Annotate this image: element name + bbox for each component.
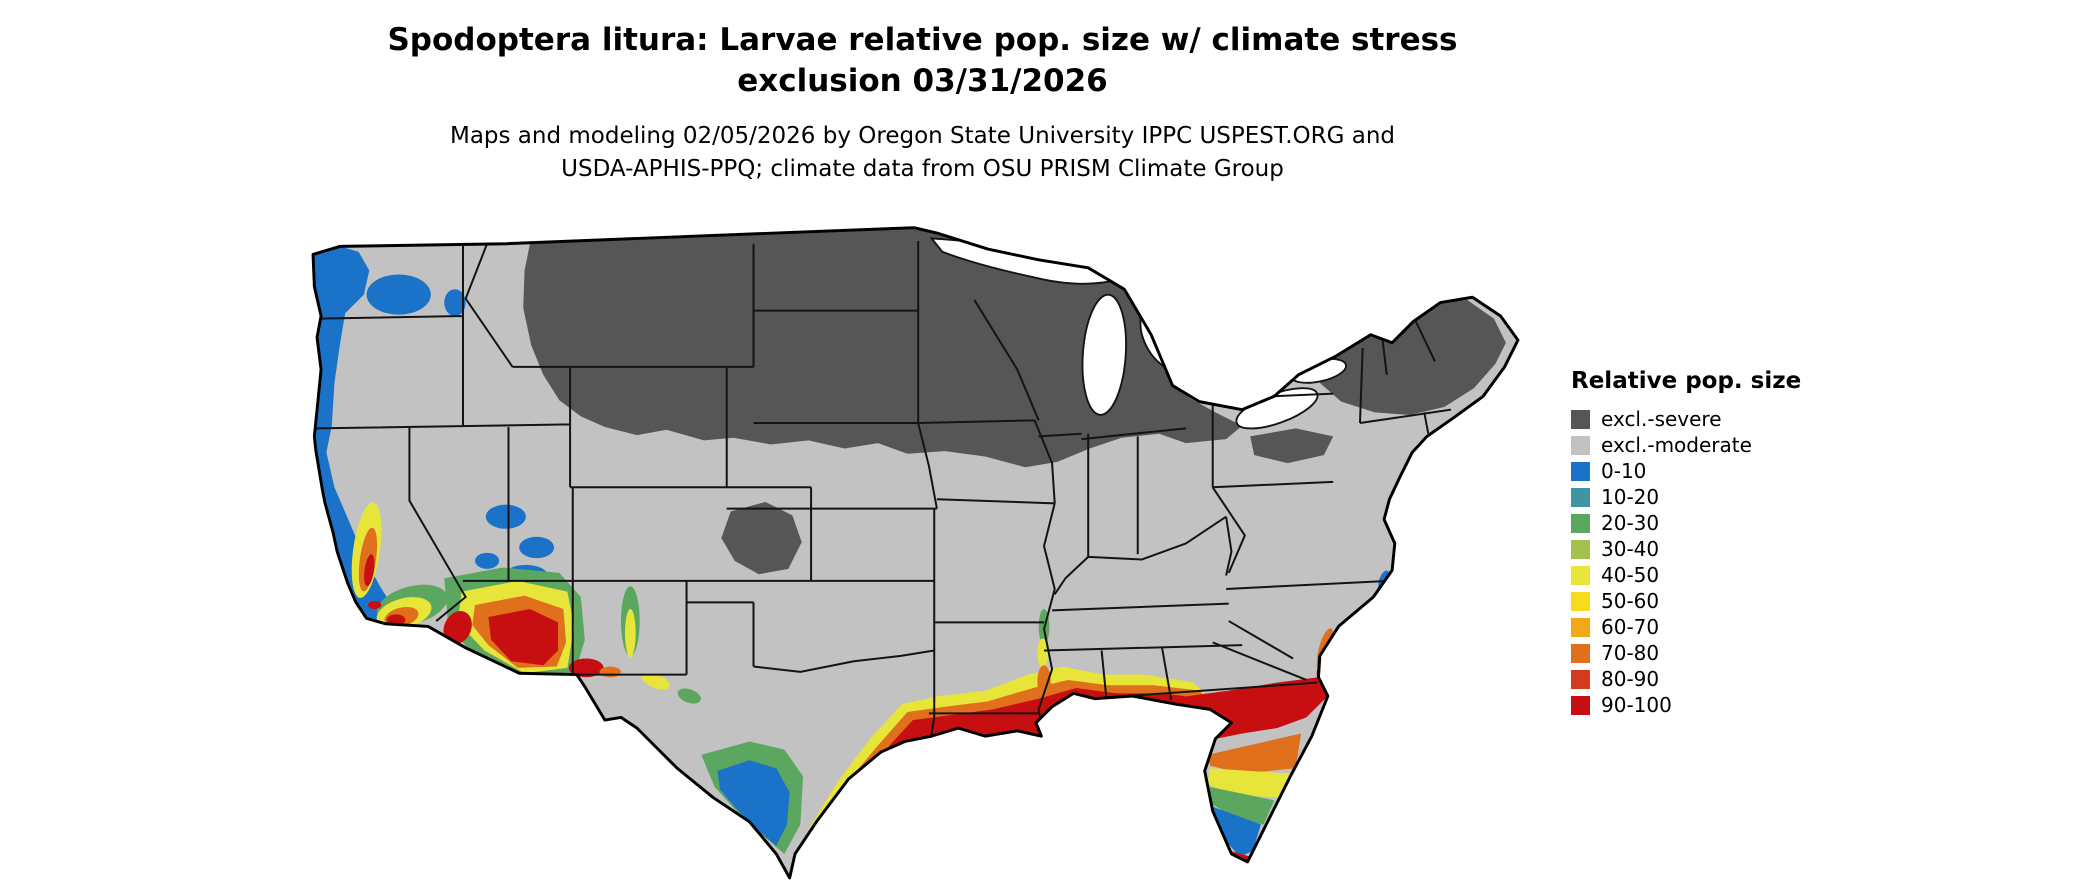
legend-item: 80-90 <box>1571 666 1801 692</box>
legend-item-label: excl.-severe <box>1601 407 1722 431</box>
legend-swatch <box>1571 591 1590 611</box>
legend-item: 10-20 <box>1571 484 1801 510</box>
legend: Relative pop. size excl.-severe excl.-mod… <box>1571 368 1801 718</box>
us-map <box>305 225 1526 886</box>
legend-item-label: 0-10 <box>1601 459 1647 483</box>
page-title: Spodoptera litura: Larvae relative pop. … <box>0 20 1845 102</box>
legend-swatch <box>1571 539 1590 559</box>
legend-swatch <box>1571 513 1590 533</box>
legend-item: 20-30 <box>1571 510 1801 536</box>
legend-item: 90-100 <box>1571 692 1801 718</box>
map-subtitle: Maps and modeling 02/05/2026 by Oregon S… <box>0 120 1845 186</box>
legend-swatch <box>1571 461 1590 481</box>
legend-swatch <box>1571 435 1590 455</box>
legend-item: excl.-moderate <box>1571 432 1801 458</box>
legend-swatch <box>1571 695 1590 715</box>
legend-items: excl.-severe excl.-moderate 0-10 10-20 20-30… <box>1571 406 1801 718</box>
legend-item-label: 30-40 <box>1601 537 1660 561</box>
legend-title: Relative pop. size <box>1571 368 1802 394</box>
legend-swatch <box>1571 487 1590 507</box>
legend-item: 70-80 <box>1571 640 1801 666</box>
subtitle-line-2: USDA-APHIS-PPQ; climate data from OSU PR… <box>561 156 1284 182</box>
legend-item-label: excl.-moderate <box>1601 433 1752 457</box>
legend-item-label: 60-70 <box>1601 615 1660 639</box>
us-outline <box>311 226 1520 880</box>
legend-item-label: 80-90 <box>1601 667 1660 691</box>
title-line-1: Spodoptera litura: Larvae relative pop. … <box>387 22 1458 58</box>
legend-item: excl.-severe <box>1571 406 1801 432</box>
legend-swatch <box>1571 643 1590 663</box>
legend-item-label: 20-30 <box>1601 511 1660 535</box>
legend-item-label: 70-80 <box>1601 641 1660 665</box>
title-line-2: exclusion 03/31/2026 <box>737 63 1108 99</box>
legend-item-label: 90-100 <box>1601 693 1672 717</box>
legend-item-label: 10-20 <box>1601 485 1660 509</box>
legend-swatch <box>1571 565 1590 585</box>
figure-header: Spodoptera litura: Larvae relative pop. … <box>0 20 1845 186</box>
legend-item-label: 50-60 <box>1601 589 1660 613</box>
legend-swatch <box>1571 617 1590 637</box>
legend-item: 0-10 <box>1571 458 1801 484</box>
us-map-svg <box>311 226 1520 880</box>
legend-item: 60-70 <box>1571 614 1801 640</box>
legend-item: 30-40 <box>1571 536 1801 562</box>
legend-item: 40-50 <box>1571 562 1801 588</box>
map-fill-layers <box>313 227 1518 878</box>
legend-item: 50-60 <box>1571 588 1801 614</box>
legend-swatch <box>1571 669 1590 689</box>
legend-swatch <box>1571 409 1590 429</box>
subtitle-line-1: Maps and modeling 02/05/2026 by Oregon S… <box>449 123 1396 149</box>
legend-item-label: 40-50 <box>1601 563 1660 587</box>
